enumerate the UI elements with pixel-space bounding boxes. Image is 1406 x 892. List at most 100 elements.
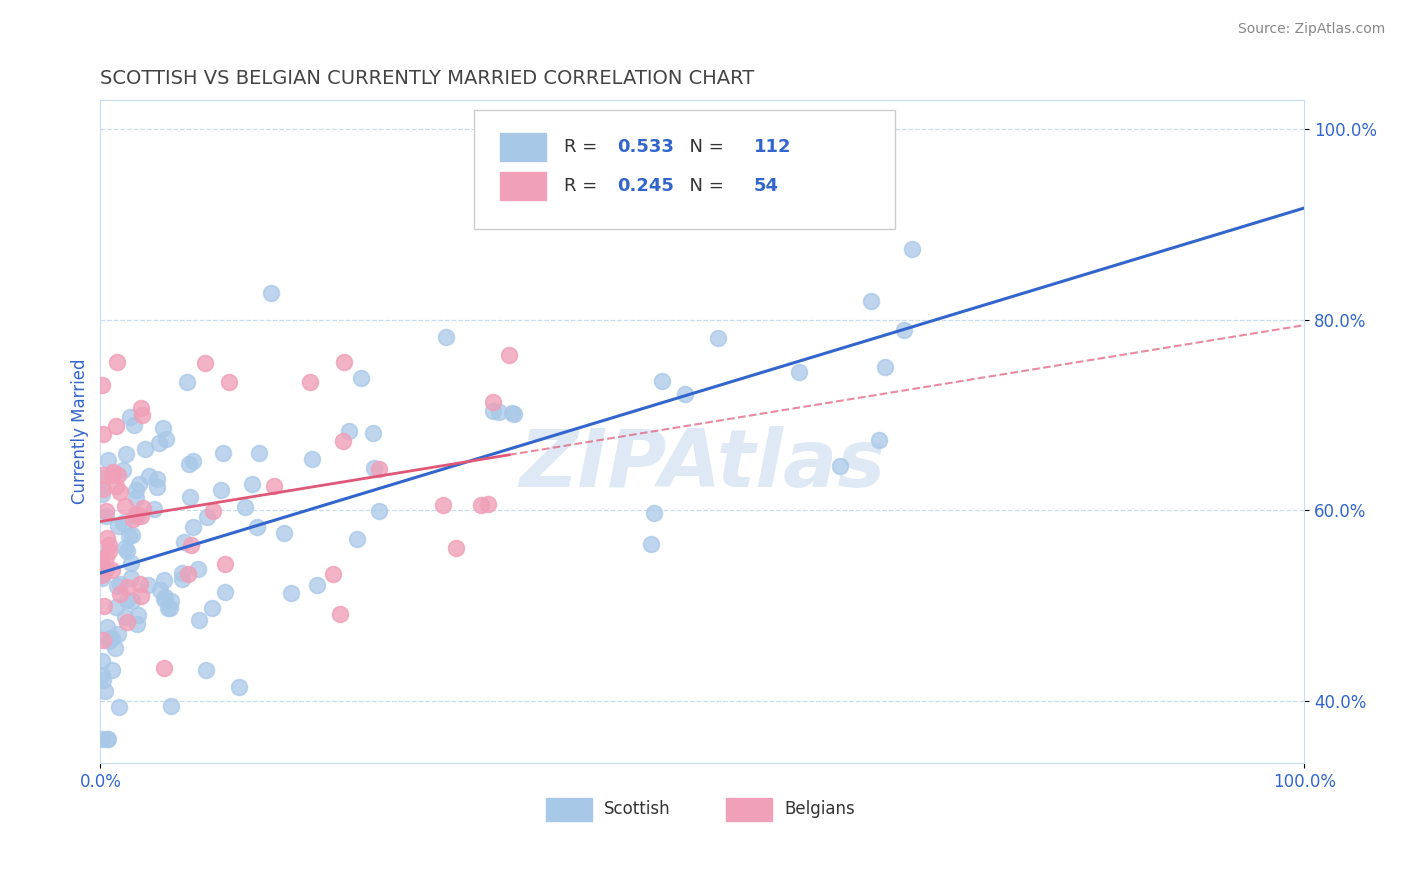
Point (115, 580, 138, 594)
Point (149, 583, 172, 598)
Point (498, 348, 520, 362)
Text: 0.533: 0.533 (617, 137, 673, 155)
Text: 112: 112 (754, 137, 792, 155)
Point (91, 487, 114, 501)
Point (159, 594, 181, 608)
Point (146, 480, 169, 494)
Text: Source: ZipAtlas.com: Source: ZipAtlas.com (1237, 22, 1385, 37)
Point (129, 589, 152, 603)
Point (90, 668, 112, 682)
Point (212, 446, 235, 460)
Point (94, 549, 117, 564)
Point (155, 432, 177, 446)
Point (640, 537, 662, 551)
Point (120, 556, 142, 570)
Point (146, 472, 169, 486)
Point (181, 454, 204, 468)
Point (97, 634, 120, 648)
Point (91, 567, 114, 582)
Point (787, 365, 810, 379)
Point (643, 507, 665, 521)
Point (107, 467, 129, 482)
Point (125, 491, 148, 505)
Point (118, 529, 141, 543)
Text: R =: R = (564, 137, 603, 155)
Point (188, 613, 211, 627)
Point (901, 242, 924, 256)
Point (187, 561, 209, 575)
Point (98, 632, 121, 646)
Point (114, 541, 136, 555)
Text: N =: N = (678, 137, 730, 155)
Point (501, 406, 523, 420)
Point (129, 401, 152, 415)
Point (177, 567, 200, 582)
Point (263, 478, 285, 492)
Point (142, 501, 165, 516)
FancyBboxPatch shape (474, 110, 894, 229)
Text: 54: 54 (754, 178, 779, 195)
Point (121, 594, 143, 608)
Point (105, 579, 128, 593)
Point (90, 553, 112, 567)
Point (114, 500, 136, 514)
Point (129, 577, 152, 591)
Point (651, 374, 673, 388)
Point (91, 568, 114, 582)
Point (367, 462, 389, 476)
Point (247, 446, 270, 460)
Point (363, 460, 385, 475)
Point (101, 664, 124, 678)
FancyBboxPatch shape (546, 797, 592, 822)
Point (91, 427, 114, 442)
Point (444, 541, 467, 555)
Point (91, 633, 114, 648)
Text: ZIPAtlas: ZIPAtlas (519, 425, 886, 504)
Point (127, 608, 149, 623)
Point (127, 508, 149, 523)
Point (96, 732, 118, 747)
Point (127, 617, 149, 632)
Point (246, 519, 269, 533)
Point (93, 599, 115, 614)
Point (114, 609, 136, 624)
Point (115, 592, 138, 607)
Point (893, 323, 915, 337)
FancyBboxPatch shape (501, 172, 546, 201)
Point (153, 591, 176, 606)
Point (350, 371, 373, 385)
Point (240, 476, 263, 491)
Point (260, 285, 283, 300)
Text: N =: N = (678, 178, 730, 195)
Text: Belgians: Belgians (785, 800, 855, 819)
Point (200, 600, 222, 615)
Point (194, 663, 217, 677)
Point (859, 294, 882, 309)
Point (432, 498, 454, 512)
Point (96, 562, 118, 576)
Point (97, 732, 120, 747)
Point (673, 386, 696, 401)
Point (93, 471, 115, 485)
Point (104, 479, 127, 493)
Point (129, 508, 152, 523)
Point (707, 331, 730, 345)
Point (100, 468, 122, 483)
Point (108, 699, 131, 714)
Point (90, 467, 112, 482)
Point (90, 654, 112, 668)
Point (368, 504, 391, 518)
Point (125, 483, 148, 498)
Text: 0.245: 0.245 (617, 178, 673, 195)
Point (120, 571, 142, 585)
Point (97, 538, 120, 552)
Point (91, 673, 114, 687)
Point (101, 465, 124, 479)
Point (179, 457, 201, 471)
Point (868, 434, 890, 448)
Point (218, 375, 240, 389)
Point (101, 563, 124, 577)
Point (209, 483, 232, 498)
Point (105, 419, 128, 434)
Point (94, 503, 117, 517)
